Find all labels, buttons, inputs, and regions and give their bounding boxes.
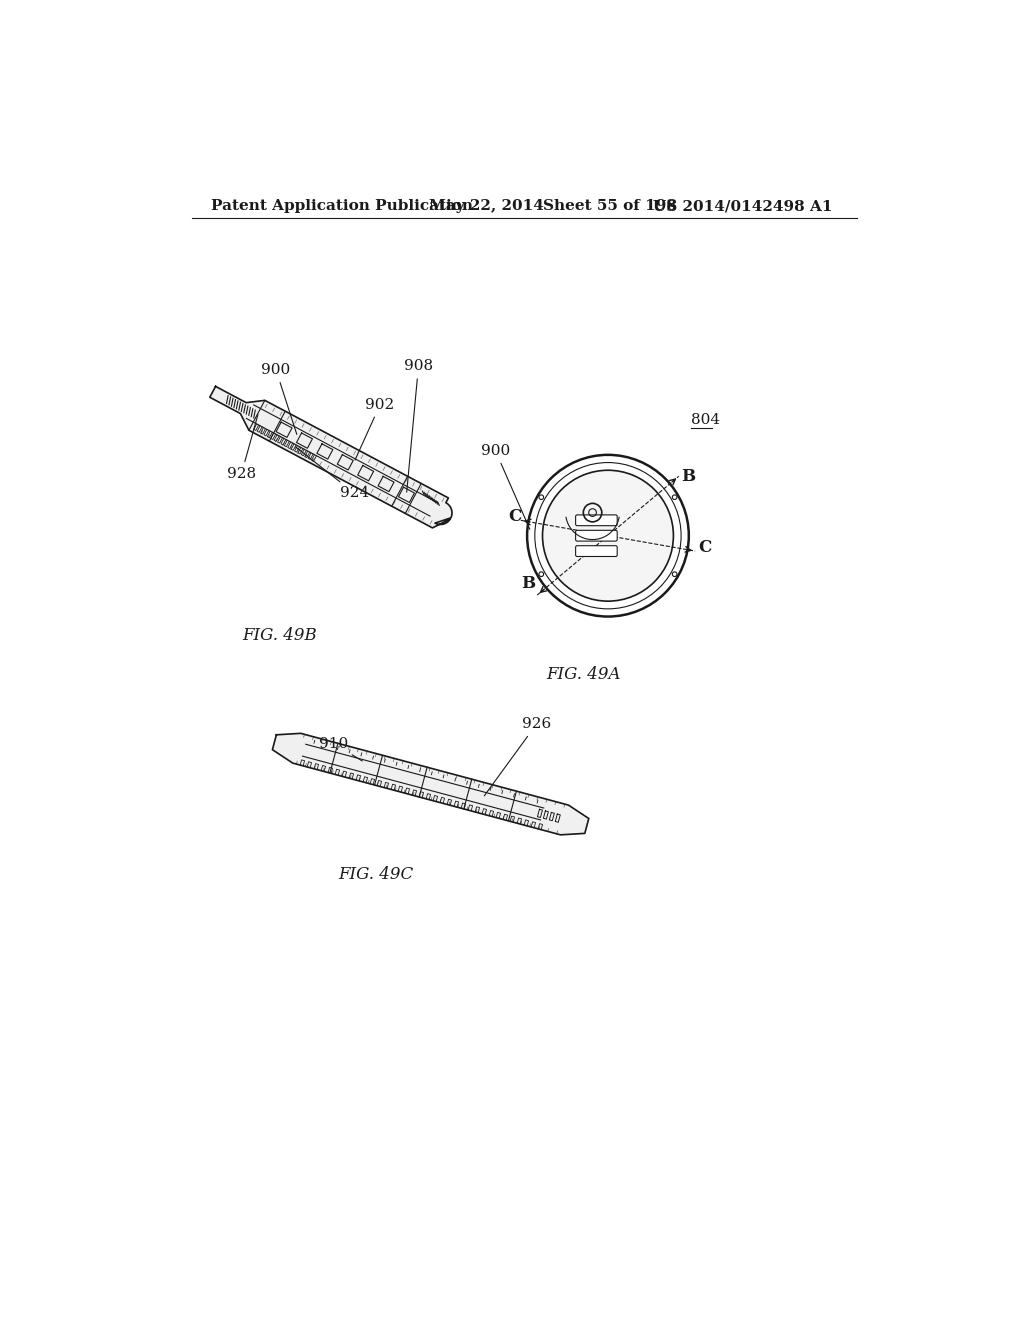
FancyBboxPatch shape: [575, 545, 617, 557]
Text: B: B: [521, 576, 535, 593]
Text: US 2014/0142498 A1: US 2014/0142498 A1: [652, 199, 833, 213]
Text: B: B: [681, 467, 695, 484]
Text: FIG. 49B: FIG. 49B: [243, 627, 317, 644]
Text: C: C: [508, 508, 521, 525]
Circle shape: [673, 572, 677, 577]
Text: FIG. 49A: FIG. 49A: [547, 665, 621, 682]
Text: C: C: [697, 539, 711, 556]
Text: 910: 910: [319, 737, 362, 762]
Circle shape: [543, 470, 674, 601]
Text: FIG. 49C: FIG. 49C: [339, 866, 414, 883]
Circle shape: [539, 572, 544, 577]
Text: 804: 804: [691, 413, 720, 428]
Text: 900: 900: [481, 444, 529, 529]
Text: 900: 900: [261, 363, 297, 434]
Text: 902: 902: [355, 397, 394, 459]
Text: 924: 924: [296, 447, 370, 500]
Polygon shape: [210, 387, 452, 528]
Text: 908: 908: [403, 359, 433, 492]
Text: Patent Application Publication: Patent Application Publication: [211, 199, 473, 213]
Polygon shape: [272, 734, 589, 834]
FancyBboxPatch shape: [575, 531, 617, 541]
Text: May 22, 2014: May 22, 2014: [429, 199, 544, 213]
Circle shape: [539, 495, 544, 499]
Text: 928: 928: [226, 414, 258, 480]
Text: 926: 926: [484, 717, 551, 796]
Circle shape: [673, 495, 677, 499]
Text: Sheet 55 of 198: Sheet 55 of 198: [544, 199, 677, 213]
FancyBboxPatch shape: [575, 515, 617, 525]
